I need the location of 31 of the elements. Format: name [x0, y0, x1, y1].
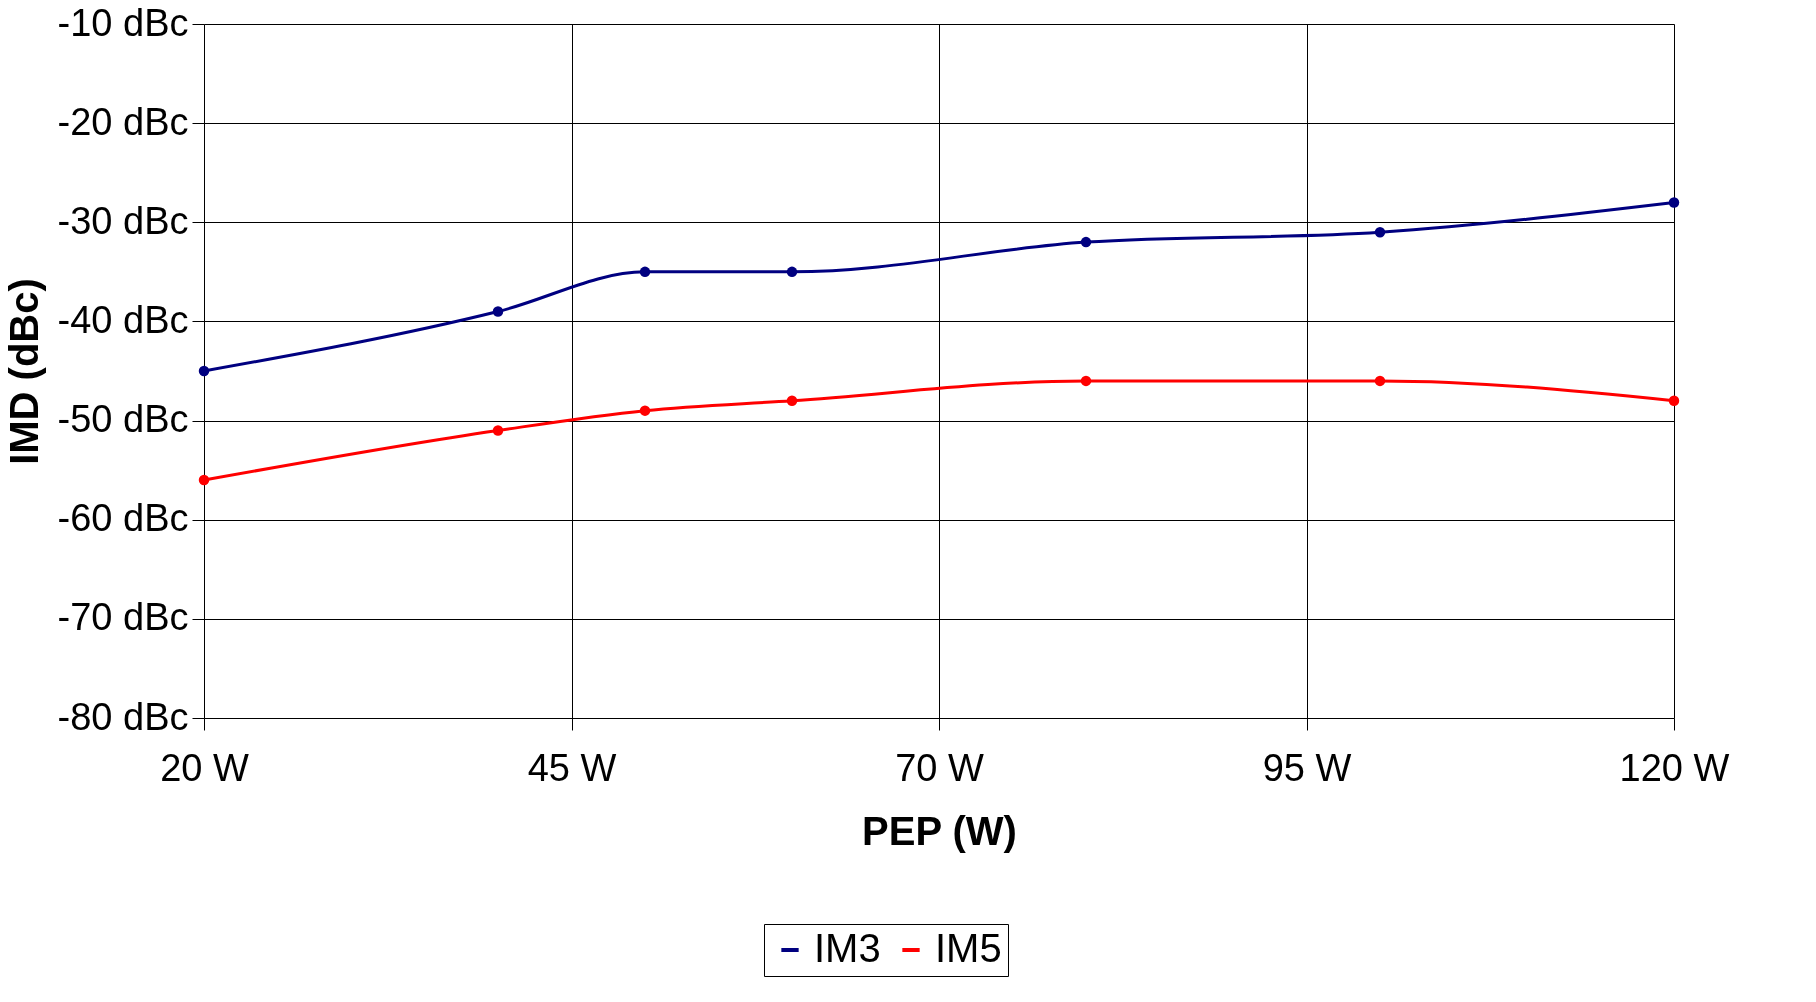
y-tick-label: -60 dBc [57, 497, 189, 540]
point [786, 266, 798, 278]
point [492, 306, 504, 317]
y-tick-label: -30 dBc [57, 199, 189, 242]
point [492, 425, 504, 436]
x-tick-label: 20 W [160, 746, 249, 789]
y-tick-label: -10 dBc [57, 1, 189, 44]
y-tick-label: -20 dBc [57, 100, 189, 143]
x-tick-label: 95 W [1262, 746, 1352, 789]
x-axis-title: PEP (W) [862, 808, 1017, 853]
point [198, 365, 210, 377]
point [1374, 226, 1386, 238]
point [786, 395, 798, 406]
point [1374, 375, 1386, 387]
point [1080, 375, 1092, 387]
y-tick-label: -40 dBc [57, 298, 189, 341]
legend-label: IM5 [935, 926, 1002, 970]
y-tick-label: -70 dBc [57, 596, 189, 639]
point [639, 266, 651, 278]
point [198, 474, 210, 486]
x-tick-label: 70 W [895, 746, 984, 789]
y-tick-label: -50 dBc [57, 398, 189, 441]
point [1080, 236, 1092, 248]
point [639, 405, 651, 416]
y-axis-title: IMD (dBc) [1, 278, 46, 465]
x-tick-label: 120 W [1619, 746, 1730, 789]
y-tick-label: -80 dBc [57, 695, 189, 738]
point [1668, 395, 1680, 406]
point [1668, 197, 1680, 208]
legend-label: IM3 [814, 926, 881, 970]
x-tick-label: 45 W [527, 746, 617, 789]
